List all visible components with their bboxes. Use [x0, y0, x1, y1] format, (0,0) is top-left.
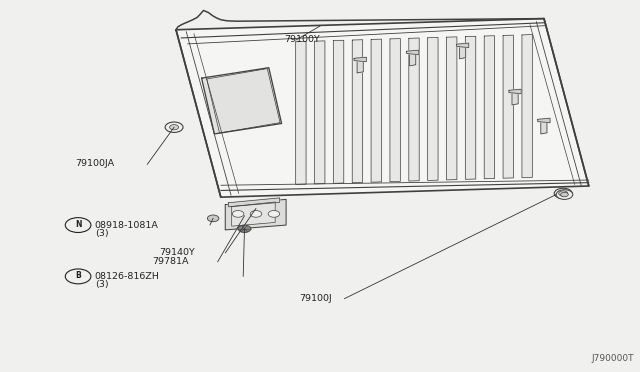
Polygon shape	[409, 38, 419, 181]
Text: 08126-816ZH: 08126-816ZH	[95, 272, 159, 281]
Polygon shape	[509, 89, 521, 94]
Text: N: N	[75, 220, 81, 229]
Polygon shape	[522, 35, 532, 177]
Circle shape	[65, 269, 91, 284]
Text: 79100Y: 79100Y	[284, 35, 320, 44]
Text: 79140Y: 79140Y	[159, 248, 195, 257]
Circle shape	[238, 225, 251, 232]
Polygon shape	[371, 39, 381, 182]
Circle shape	[65, 218, 91, 232]
Circle shape	[559, 191, 568, 196]
Polygon shape	[202, 68, 282, 134]
Circle shape	[170, 125, 179, 130]
Text: B: B	[76, 271, 81, 280]
Polygon shape	[390, 39, 401, 182]
Circle shape	[207, 215, 219, 222]
Polygon shape	[225, 199, 286, 230]
Polygon shape	[232, 202, 275, 226]
Polygon shape	[357, 59, 364, 73]
Circle shape	[268, 211, 280, 217]
Text: (3): (3)	[95, 280, 108, 289]
Text: (3): (3)	[95, 229, 108, 238]
Polygon shape	[456, 43, 468, 48]
Circle shape	[561, 192, 568, 197]
Circle shape	[232, 211, 244, 217]
Polygon shape	[314, 41, 325, 184]
Polygon shape	[228, 198, 280, 207]
Text: 08918-1081A: 08918-1081A	[95, 221, 159, 230]
Polygon shape	[354, 57, 366, 62]
Polygon shape	[460, 45, 466, 59]
Circle shape	[556, 190, 573, 199]
Polygon shape	[484, 36, 495, 179]
Polygon shape	[503, 35, 513, 178]
Polygon shape	[512, 91, 518, 105]
Polygon shape	[333, 40, 344, 183]
Text: 79100J: 79100J	[300, 294, 332, 303]
Polygon shape	[447, 37, 457, 180]
Circle shape	[165, 122, 183, 132]
Polygon shape	[176, 19, 589, 197]
Text: 79100JA: 79100JA	[76, 159, 115, 168]
Polygon shape	[406, 50, 419, 55]
Polygon shape	[465, 36, 476, 179]
Circle shape	[554, 188, 572, 199]
Polygon shape	[538, 118, 550, 123]
Circle shape	[250, 211, 262, 217]
Polygon shape	[352, 40, 363, 183]
Polygon shape	[541, 120, 547, 134]
Text: J790000T: J790000T	[591, 354, 634, 363]
Polygon shape	[296, 41, 306, 185]
Polygon shape	[428, 38, 438, 180]
Text: 79781A: 79781A	[152, 257, 189, 266]
Polygon shape	[410, 52, 416, 66]
